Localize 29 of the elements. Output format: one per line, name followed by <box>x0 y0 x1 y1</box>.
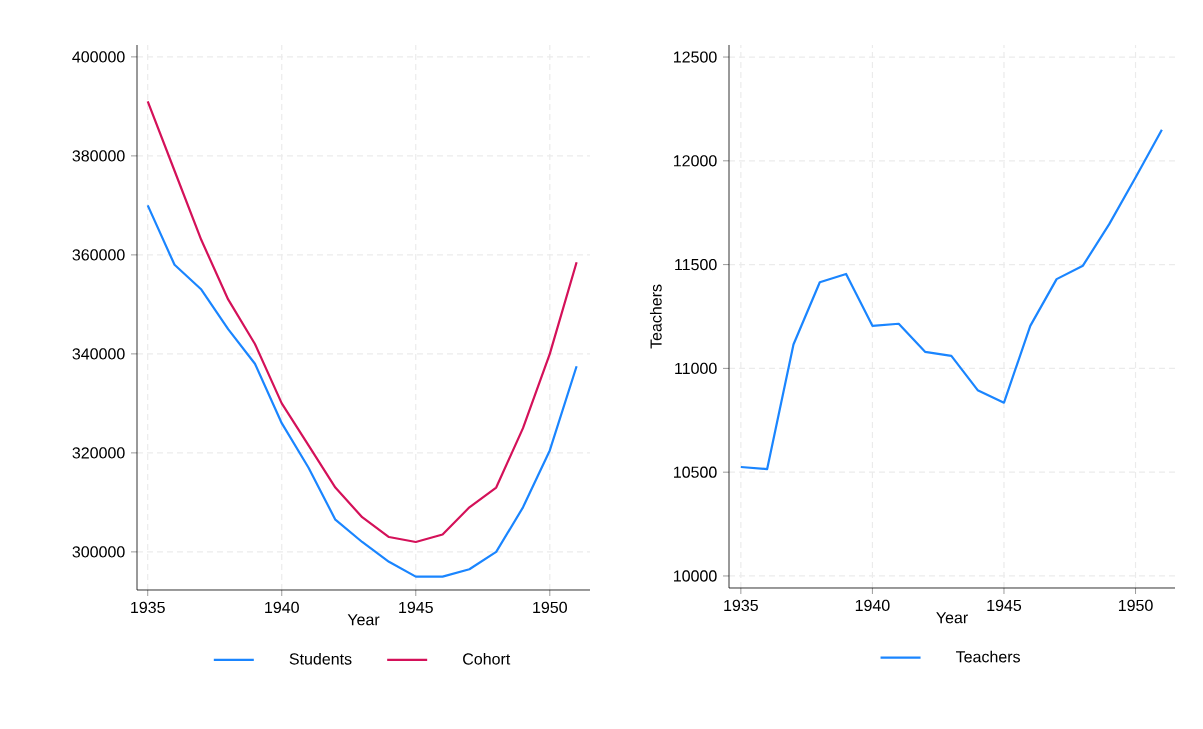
y-tick-label: 400000 <box>72 51 125 63</box>
y-tick-label: 11500 <box>675 258 717 271</box>
x-tick-label: 1950 <box>1118 599 1153 612</box>
y-tick-label: 11000 <box>675 362 717 375</box>
legend-label: Students <box>289 652 352 665</box>
x-axis-title: Year <box>347 614 380 626</box>
x-tick-label: 1935 <box>131 601 165 614</box>
line-series <box>146 100 578 544</box>
y-axis-title: Teachers <box>649 284 662 349</box>
x-tick-label: 1940 <box>855 599 890 612</box>
y-tick-label: 320000 <box>72 447 125 459</box>
x-tick-label: 1945 <box>987 599 1022 612</box>
y-tick-label: 10000 <box>674 570 717 582</box>
y-tick-label: 340000 <box>72 348 125 360</box>
x-axis-title: Year <box>936 612 968 624</box>
x-tick-label: 1935 <box>724 599 758 612</box>
line-series <box>739 128 1163 471</box>
y-tick-label: 12500 <box>674 51 717 63</box>
x-tick-label: 1940 <box>265 601 299 614</box>
x-tick-label: 1945 <box>399 601 433 614</box>
legend-label: Cohort <box>463 652 511 665</box>
legend-label: Teachers <box>955 650 1021 663</box>
y-tick-label: 12000 <box>674 155 717 167</box>
y-tick-label: 300000 <box>72 546 125 558</box>
line-series <box>146 204 578 578</box>
x-tick-label: 1950 <box>533 601 567 614</box>
y-tick-label: 360000 <box>72 249 125 261</box>
y-tick-label: 10500 <box>674 466 717 478</box>
y-tick-label: 380000 <box>72 150 125 162</box>
